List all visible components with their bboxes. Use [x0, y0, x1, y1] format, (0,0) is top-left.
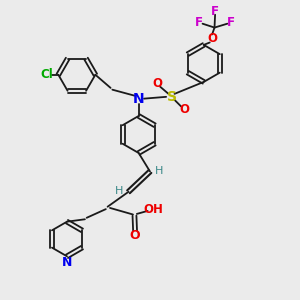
- Text: N: N: [133, 92, 145, 106]
- Text: S: S: [167, 90, 176, 104]
- Text: Cl: Cl: [40, 68, 53, 81]
- Text: F: F: [195, 16, 203, 29]
- Text: H: H: [116, 186, 124, 196]
- Text: F: F: [227, 16, 235, 29]
- Text: F: F: [211, 4, 219, 18]
- Text: O: O: [130, 229, 140, 242]
- Text: O: O: [207, 32, 217, 45]
- Text: N: N: [62, 256, 72, 269]
- Text: H: H: [155, 166, 163, 176]
- Text: O: O: [179, 103, 189, 116]
- Text: O: O: [152, 77, 162, 90]
- Text: OH: OH: [143, 203, 163, 216]
